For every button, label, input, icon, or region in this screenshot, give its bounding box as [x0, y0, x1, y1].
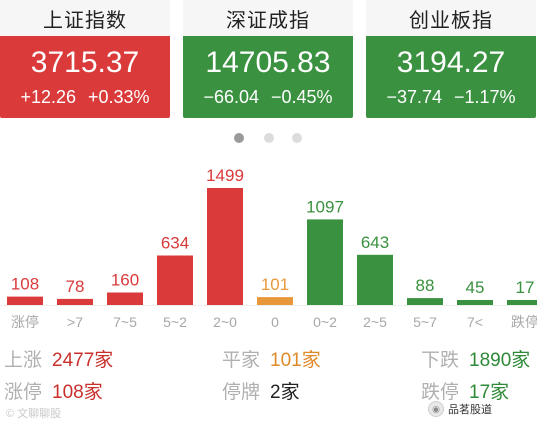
- chart-category-label: 0~2: [313, 314, 337, 330]
- index-name: 深证成指: [183, 0, 353, 36]
- stat-label: 平家: [222, 350, 261, 371]
- index-change-pct: −0.45%: [271, 87, 333, 107]
- index-cards: 上证指数 3715.37 +12.26 +0.33% 深证成指 14705.83 …: [0, 0, 537, 118]
- chart-bar: [7, 296, 43, 305]
- wechat-logo-icon: ◉: [428, 401, 444, 417]
- chart-category-label: 0: [271, 314, 279, 330]
- chart-category-label: 7<: [467, 314, 483, 330]
- chart-bar: [157, 255, 193, 305]
- index-price: 3715.37: [30, 46, 140, 79]
- stat-value: 1890家: [469, 350, 531, 371]
- brand-logo: ◉ 品茗股道: [428, 401, 492, 417]
- stat-limit-down: 跌停 17家: [421, 382, 509, 404]
- index-change: +12.26: [20, 87, 76, 107]
- chart-category-label: 7~5: [113, 314, 137, 330]
- stat-value: 2家: [270, 382, 300, 403]
- stat-flat: 平家 101家: [222, 350, 321, 372]
- stat-label: 上涨: [4, 350, 43, 371]
- chart-value-label: 634: [161, 234, 189, 253]
- index-name: 创业板指: [366, 0, 536, 36]
- index-change: −66.04: [203, 87, 259, 107]
- chart-bar: [257, 297, 293, 305]
- pager-dots: [0, 133, 537, 143]
- index-change-pct: +0.33%: [88, 87, 150, 107]
- stat-label: 涨停: [4, 382, 43, 403]
- pager-dot[interactable]: [292, 133, 302, 143]
- chart-bar: [207, 188, 243, 305]
- chart-category-label: 2~5: [363, 314, 387, 330]
- chart-value-label: 101: [261, 275, 289, 294]
- index-change: −37.74: [386, 87, 442, 107]
- chart-value-label: 88: [416, 276, 435, 295]
- index-changes: −37.74 −1.17%: [366, 78, 536, 107]
- index-changes: +12.26 +0.33%: [0, 78, 170, 107]
- stat-value: 17家: [469, 382, 510, 403]
- stat-label: 跌停: [421, 382, 460, 403]
- distribution-chart-svg: 108 涨停 78 >7 160 7~5 634 5~2 1499 2~0 101 0 1097 0~2 6…: [0, 166, 537, 330]
- chart-value-label: 45: [466, 278, 485, 297]
- chart-category-label: 5~2: [163, 314, 187, 330]
- chart-bar: [357, 254, 393, 305]
- brand-name: 品茗股道: [448, 404, 492, 416]
- chart-value-label: 1499: [206, 166, 244, 185]
- stat-label: 停牌: [222, 382, 261, 403]
- pager-dot[interactable]: [234, 133, 244, 143]
- index-body: 3194.27 −37.74 −1.17%: [366, 36, 536, 118]
- chart-category-label: >7: [67, 314, 83, 330]
- stat-up: 上涨 2477家: [4, 350, 113, 372]
- index-changes: −66.04 −0.45%: [183, 78, 353, 107]
- watermark: © 文聊聊股: [6, 408, 62, 420]
- chart-value-label: 160: [111, 271, 139, 290]
- index-price: 3194.27: [396, 46, 506, 79]
- stat-value: 101家: [270, 350, 321, 371]
- chart-value-label: 108: [11, 275, 39, 294]
- index-body: 14705.83 −66.04 −0.45%: [183, 36, 353, 118]
- chart-bar: [407, 298, 443, 305]
- chart-bar: [457, 300, 493, 305]
- chart-category-label: 5~7: [413, 314, 437, 330]
- chart-value-label: 643: [361, 233, 389, 252]
- chart-value-label: 78: [66, 277, 85, 296]
- stat-label: 下跌: [421, 350, 460, 371]
- index-price: 14705.83: [205, 46, 331, 79]
- index-name: 上证指数: [0, 0, 170, 36]
- pager-dot[interactable]: [264, 133, 274, 143]
- stat-limit-up: 涨停 108家: [4, 382, 103, 404]
- chart-category-label: 2~0: [213, 314, 237, 330]
- chart-category-label: 跌停: [511, 314, 537, 330]
- stat-value: 108家: [52, 382, 103, 403]
- chart-category-label: 涨停: [11, 314, 39, 330]
- distribution-chart: 108 涨停 78 >7 160 7~5 634 5~2 1499 2~0 101 0 1097 0~2 6…: [0, 150, 537, 335]
- chart-bar: [307, 219, 343, 305]
- index-card-sz[interactable]: 深证成指 14705.83 −66.04 −0.45%: [183, 0, 353, 118]
- chart-value-label: 1097: [306, 197, 344, 216]
- chart-value-label: 17: [516, 278, 535, 297]
- stat-down: 下跌 1890家: [421, 350, 530, 372]
- chart-bar: [107, 292, 143, 305]
- index-card-cyb[interactable]: 创业板指 3194.27 −37.74 −1.17%: [366, 0, 536, 118]
- index-card-sh[interactable]: 上证指数 3715.37 +12.26 +0.33%: [0, 0, 170, 118]
- chart-bar: [507, 300, 537, 305]
- stat-value: 2477家: [52, 350, 114, 371]
- stat-suspended: 停牌 2家: [222, 382, 300, 404]
- index-body: 3715.37 +12.26 +0.33%: [0, 36, 170, 118]
- index-change-pct: −1.17%: [454, 87, 516, 107]
- chart-bar: [57, 298, 93, 305]
